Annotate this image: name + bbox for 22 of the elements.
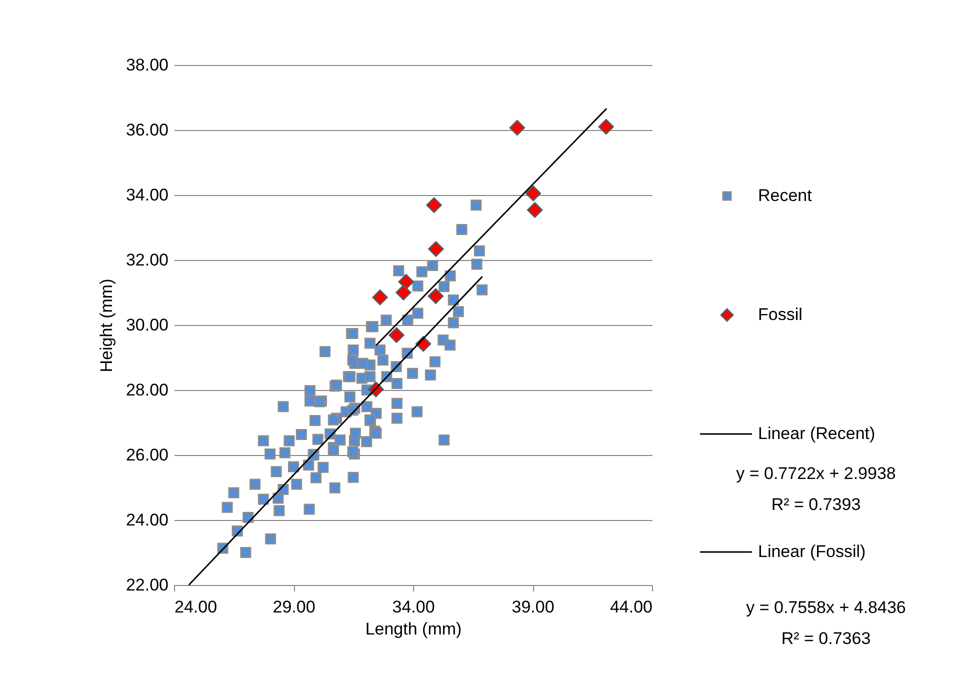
y-tick-label: 22.00	[126, 576, 168, 594]
y-axis-title: Height (mm)	[96, 278, 116, 372]
y-tick-label: 30.00	[126, 316, 168, 334]
y-tick-label: 24.00	[126, 510, 168, 530]
y-tick-label: 34.00	[126, 186, 168, 204]
y-tick-label: 36.00	[126, 120, 168, 140]
x-tick-label: 44.00	[610, 598, 652, 616]
text: y = 0.7558x + 4.8436 R² = 0.7363	[746, 598, 906, 648]
legend-label: Fossil	[758, 305, 802, 324]
x-tick-label: 39.00	[512, 598, 554, 616]
y-tick-label: 38.00	[126, 56, 168, 74]
legend-label: Linear (Recent)	[758, 424, 876, 443]
x-tick-label: 29.00	[272, 598, 316, 616]
x-axis-title: Length (mm)	[365, 620, 462, 638]
y-tick-label: 28.00	[126, 380, 168, 400]
text: y = 0.7722x + 2.9938 R² = 0.7393	[736, 464, 896, 514]
x-tick-label: 34.00	[392, 598, 435, 616]
y-tick-label: 32.00	[126, 250, 168, 270]
legend-label: Recent	[758, 186, 812, 205]
x-tick-label: 24.00	[174, 598, 218, 616]
legend-label: Linear (Fossil)	[758, 542, 866, 561]
y-tick-label: 26.00	[126, 446, 168, 464]
